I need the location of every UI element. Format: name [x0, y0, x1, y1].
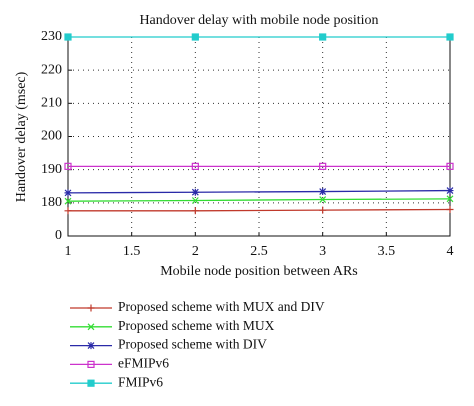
y-tick-label: 230: [41, 29, 62, 44]
y-tick-label: 200: [41, 129, 62, 144]
marker: [319, 33, 327, 41]
x-tick-label: 3: [319, 244, 326, 259]
marker: [319, 206, 327, 214]
marker: [446, 205, 454, 213]
legend-label: Proposed scheme with MUX: [118, 318, 275, 333]
x-tick-label: 2.5: [250, 244, 268, 259]
y-tick-label: 180: [41, 195, 62, 210]
y-tick-label: 210: [41, 96, 62, 111]
legend-label: eFMIPv6: [118, 355, 169, 370]
series: [64, 33, 454, 41]
x-tick-label: 2: [192, 244, 199, 259]
legend: Proposed scheme with MUX and DIV Proposed…: [70, 299, 325, 389]
x-tick-label: 1: [65, 244, 72, 259]
y-tick-label: 220: [41, 62, 62, 77]
legend-marker: [87, 360, 95, 368]
marker: [64, 189, 72, 197]
x-tick-label: 4: [447, 244, 454, 259]
marker: [446, 33, 454, 41]
marker: [446, 162, 454, 170]
marker: [191, 197, 199, 204]
marker: [191, 162, 199, 170]
series-line: [67, 198, 451, 202]
series: [64, 195, 454, 205]
marker: [319, 196, 327, 203]
series: [64, 205, 454, 215]
legend-label: Proposed scheme with DIV: [118, 337, 267, 352]
marker: [64, 33, 72, 41]
y-axis-label: Handover delay (msec): [14, 71, 29, 202]
y-tick-label: 0: [55, 228, 62, 243]
marker: [446, 195, 454, 203]
marker: [319, 188, 327, 196]
y-tick-label: 190: [41, 162, 62, 177]
marker: [446, 187, 454, 195]
marker: [64, 162, 72, 170]
x-axis-label: Mobile node position between ARs: [160, 264, 358, 279]
series: [64, 162, 454, 170]
marker: [191, 188, 199, 196]
x-tick-label: 3.5: [378, 244, 396, 259]
legend-marker: [87, 379, 95, 387]
series-line: [67, 189, 451, 194]
marker: [191, 207, 199, 215]
series-line: [68, 208, 451, 212]
chart-title: Handover delay with mobile node position: [139, 13, 378, 28]
x-tick-label: 1.5: [123, 244, 141, 259]
legend-label: Proposed scheme with MUX and DIV: [118, 299, 325, 314]
legend-marker: [87, 342, 95, 350]
legend-marker: [87, 304, 95, 312]
marker: [64, 197, 72, 205]
marker: [191, 33, 199, 41]
marker: [319, 162, 327, 170]
legend-marker: [87, 323, 95, 331]
marker: [64, 207, 72, 215]
series: [64, 187, 454, 197]
legend-label: FMIPv6: [118, 374, 163, 389]
